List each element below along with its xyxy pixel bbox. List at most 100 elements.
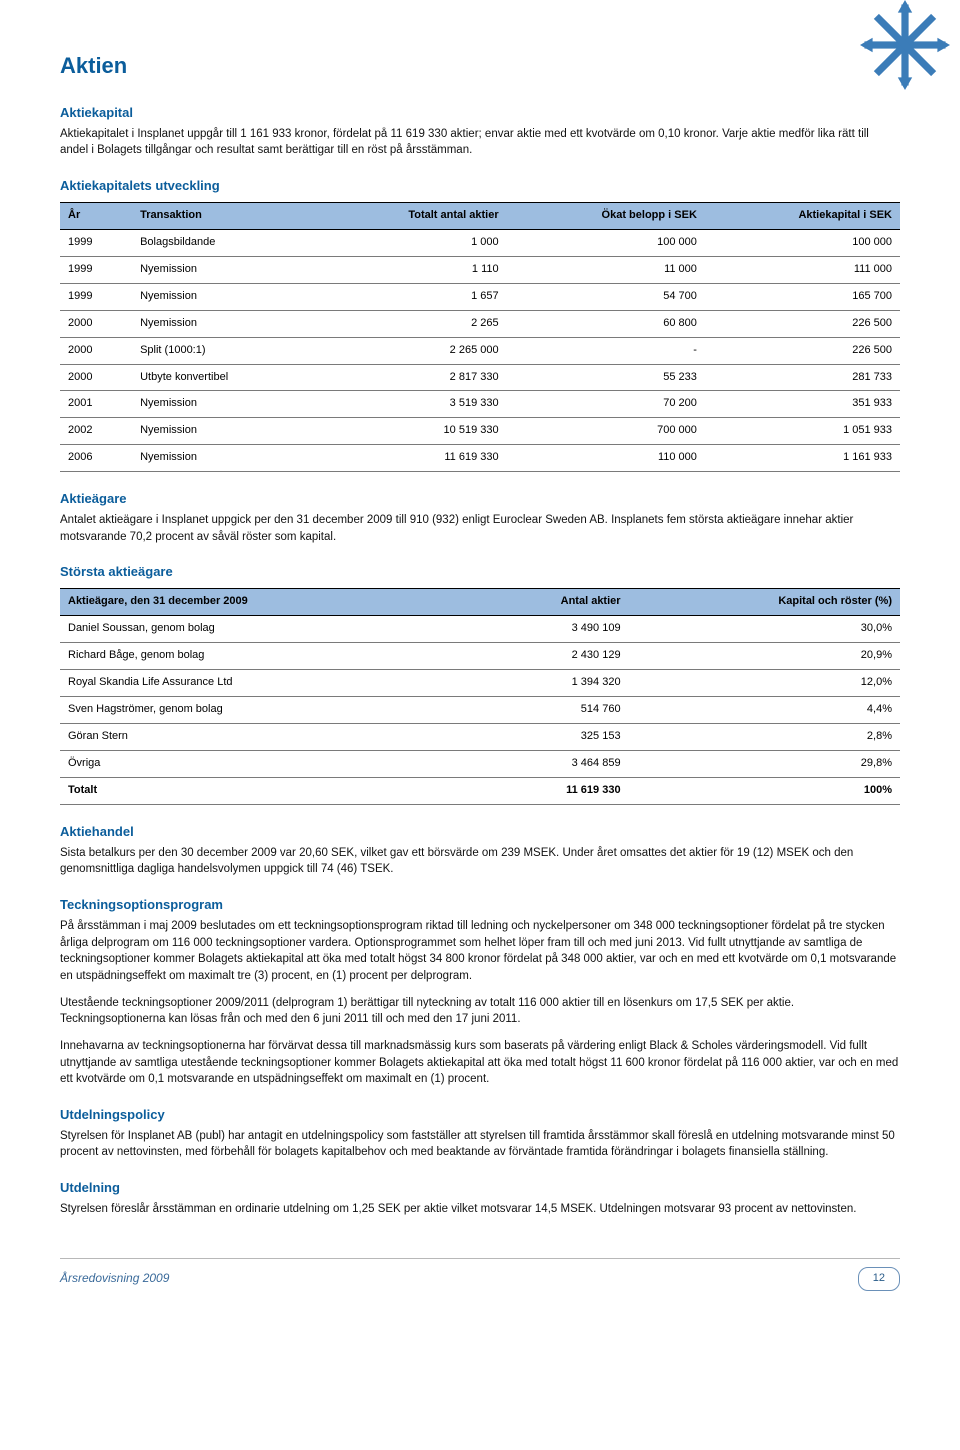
table-cell: Nyemission — [132, 391, 317, 418]
table-cell: Totalt — [60, 777, 470, 804]
table-cell: Nyemission — [132, 256, 317, 283]
table-cell: 1 394 320 — [470, 670, 629, 697]
aktiehandel-text: Sista betalkurs per den 30 december 2009… — [60, 845, 900, 878]
table-cell: 226 500 — [705, 337, 900, 364]
table-cell: Övriga — [60, 750, 470, 777]
table-cell: Utbyte konvertibel — [132, 364, 317, 391]
utdelning-heading: Utdelning — [60, 1179, 900, 1198]
table-row: Daniel Soussan, genom bolag3 490 10930,0… — [60, 616, 900, 643]
table-row: 2000Utbyte konvertibel2 817 33055 233281… — [60, 364, 900, 391]
table-cell: Split (1000:1) — [132, 337, 317, 364]
table-cell: 2006 — [60, 445, 132, 472]
col-transaktion: Transaktion — [132, 202, 317, 229]
table-cell: 2002 — [60, 418, 132, 445]
table-cell: 1 000 — [317, 229, 506, 256]
table-row: 2000Split (1000:1)2 265 000-226 500 — [60, 337, 900, 364]
utdelningspolicy-text: Styrelsen för Insplanet AB (publ) har an… — [60, 1128, 900, 1161]
col-okat-belopp: Ökat belopp i SEK — [507, 202, 705, 229]
table-cell: 11 000 — [507, 256, 705, 283]
table-cell: Richard Båge, genom bolag — [60, 643, 470, 670]
table-cell: Nyemission — [132, 310, 317, 337]
table-row: Övriga3 464 85929,8% — [60, 750, 900, 777]
teckning-p1: På årsstämman i maj 2009 beslutades om e… — [60, 918, 900, 985]
logo-snowflake-icon — [860, 0, 950, 90]
table-cell: 2000 — [60, 364, 132, 391]
table-cell: 100 000 — [507, 229, 705, 256]
table-cell: 60 800 — [507, 310, 705, 337]
col-kapital: Kapital och röster (%) — [629, 589, 900, 616]
table-cell: 111 000 — [705, 256, 900, 283]
table-cell: 1999 — [60, 229, 132, 256]
footer-left: Årsredovisning 2009 — [60, 1270, 169, 1287]
aktiekapital-heading: Aktiekapital — [60, 104, 900, 123]
page-footer: Årsredovisning 2009 12 — [60, 1258, 900, 1291]
table-cell: 2 265 — [317, 310, 506, 337]
table-cell: 1999 — [60, 256, 132, 283]
table-cell: 4,4% — [629, 697, 900, 724]
table-cell: Nyemission — [132, 445, 317, 472]
table-cell: 2000 — [60, 337, 132, 364]
aktieagare-heading: Aktieägare — [60, 490, 900, 509]
table-cell: 226 500 — [705, 310, 900, 337]
col-ar: År — [60, 202, 132, 229]
table-row: 2000Nyemission2 26560 800226 500 — [60, 310, 900, 337]
table-cell: 3 490 109 — [470, 616, 629, 643]
table-row: 2006Nyemission11 619 330110 0001 161 933 — [60, 445, 900, 472]
table-row: Richard Båge, genom bolag2 430 12920,9% — [60, 643, 900, 670]
table-cell: 30,0% — [629, 616, 900, 643]
table-cell: 325 153 — [470, 724, 629, 751]
table-cell: 54 700 — [507, 283, 705, 310]
table-cell: Göran Stern — [60, 724, 470, 751]
table-row: 2001Nyemission3 519 33070 200351 933 — [60, 391, 900, 418]
table-cell: 3 464 859 — [470, 750, 629, 777]
aktiehandel-heading: Aktiehandel — [60, 823, 900, 842]
table-cell: 2 430 129 — [470, 643, 629, 670]
table-row: 1999Nyemission1 11011 000111 000 — [60, 256, 900, 283]
table-row-total: Totalt11 619 330100% — [60, 777, 900, 804]
table-cell: 29,8% — [629, 750, 900, 777]
table-cell: 2 265 000 — [317, 337, 506, 364]
table-cell: 2,8% — [629, 724, 900, 751]
col-totalt-aktier: Totalt antal aktier — [317, 202, 506, 229]
table-cell: 165 700 — [705, 283, 900, 310]
table-cell: Daniel Soussan, genom bolag — [60, 616, 470, 643]
aktieagare-text: Antalet aktieägare i Insplanet uppgick p… — [60, 512, 900, 545]
table-cell: 100% — [629, 777, 900, 804]
table-cell: Royal Skandia Life Assurance Ltd — [60, 670, 470, 697]
page-title: Aktien — [60, 50, 900, 82]
storsta-table: Aktieägare, den 31 december 2009 Antal a… — [60, 588, 900, 805]
table-cell: 514 760 — [470, 697, 629, 724]
table-cell: Bolagsbildande — [132, 229, 317, 256]
table-cell: 55 233 — [507, 364, 705, 391]
table-cell: 1999 — [60, 283, 132, 310]
table-cell: Nyemission — [132, 283, 317, 310]
table-cell: 2000 — [60, 310, 132, 337]
col-antal: Antal aktier — [470, 589, 629, 616]
teckning-heading: Teckningsoptionsprogram — [60, 896, 900, 915]
table-cell: 1 051 933 — [705, 418, 900, 445]
table-cell: 11 619 330 — [317, 445, 506, 472]
aktiekapital-text: Aktiekapitalet i Insplanet uppgår till 1… — [60, 126, 900, 159]
table-cell: 1 161 933 — [705, 445, 900, 472]
table-cell: 3 519 330 — [317, 391, 506, 418]
utveckling-heading: Aktiekapitalets utveckling — [60, 177, 900, 196]
table-cell: - — [507, 337, 705, 364]
table-cell: Nyemission — [132, 418, 317, 445]
table-row: Göran Stern325 1532,8% — [60, 724, 900, 751]
col-aktieagare: Aktieägare, den 31 december 2009 — [60, 589, 470, 616]
table-cell: 1 110 — [317, 256, 506, 283]
table-cell: 110 000 — [507, 445, 705, 472]
table-cell: 100 000 — [705, 229, 900, 256]
table-cell: 11 619 330 — [470, 777, 629, 804]
utdelningspolicy-heading: Utdelningspolicy — [60, 1106, 900, 1125]
table-cell: 281 733 — [705, 364, 900, 391]
utveckling-table: År Transaktion Totalt antal aktier Ökat … — [60, 202, 900, 472]
table-row: 1999Nyemission1 65754 700165 700 — [60, 283, 900, 310]
table-cell: Sven Hagströmer, genom bolag — [60, 697, 470, 724]
table-cell: 10 519 330 — [317, 418, 506, 445]
teckning-p2: Utestående teckningsoptioner 2009/2011 (… — [60, 995, 900, 1028]
col-aktiekapital: Aktiekapital i SEK — [705, 202, 900, 229]
table-row: Sven Hagströmer, genom bolag514 7604,4% — [60, 697, 900, 724]
table-cell: 700 000 — [507, 418, 705, 445]
table-cell: 351 933 — [705, 391, 900, 418]
